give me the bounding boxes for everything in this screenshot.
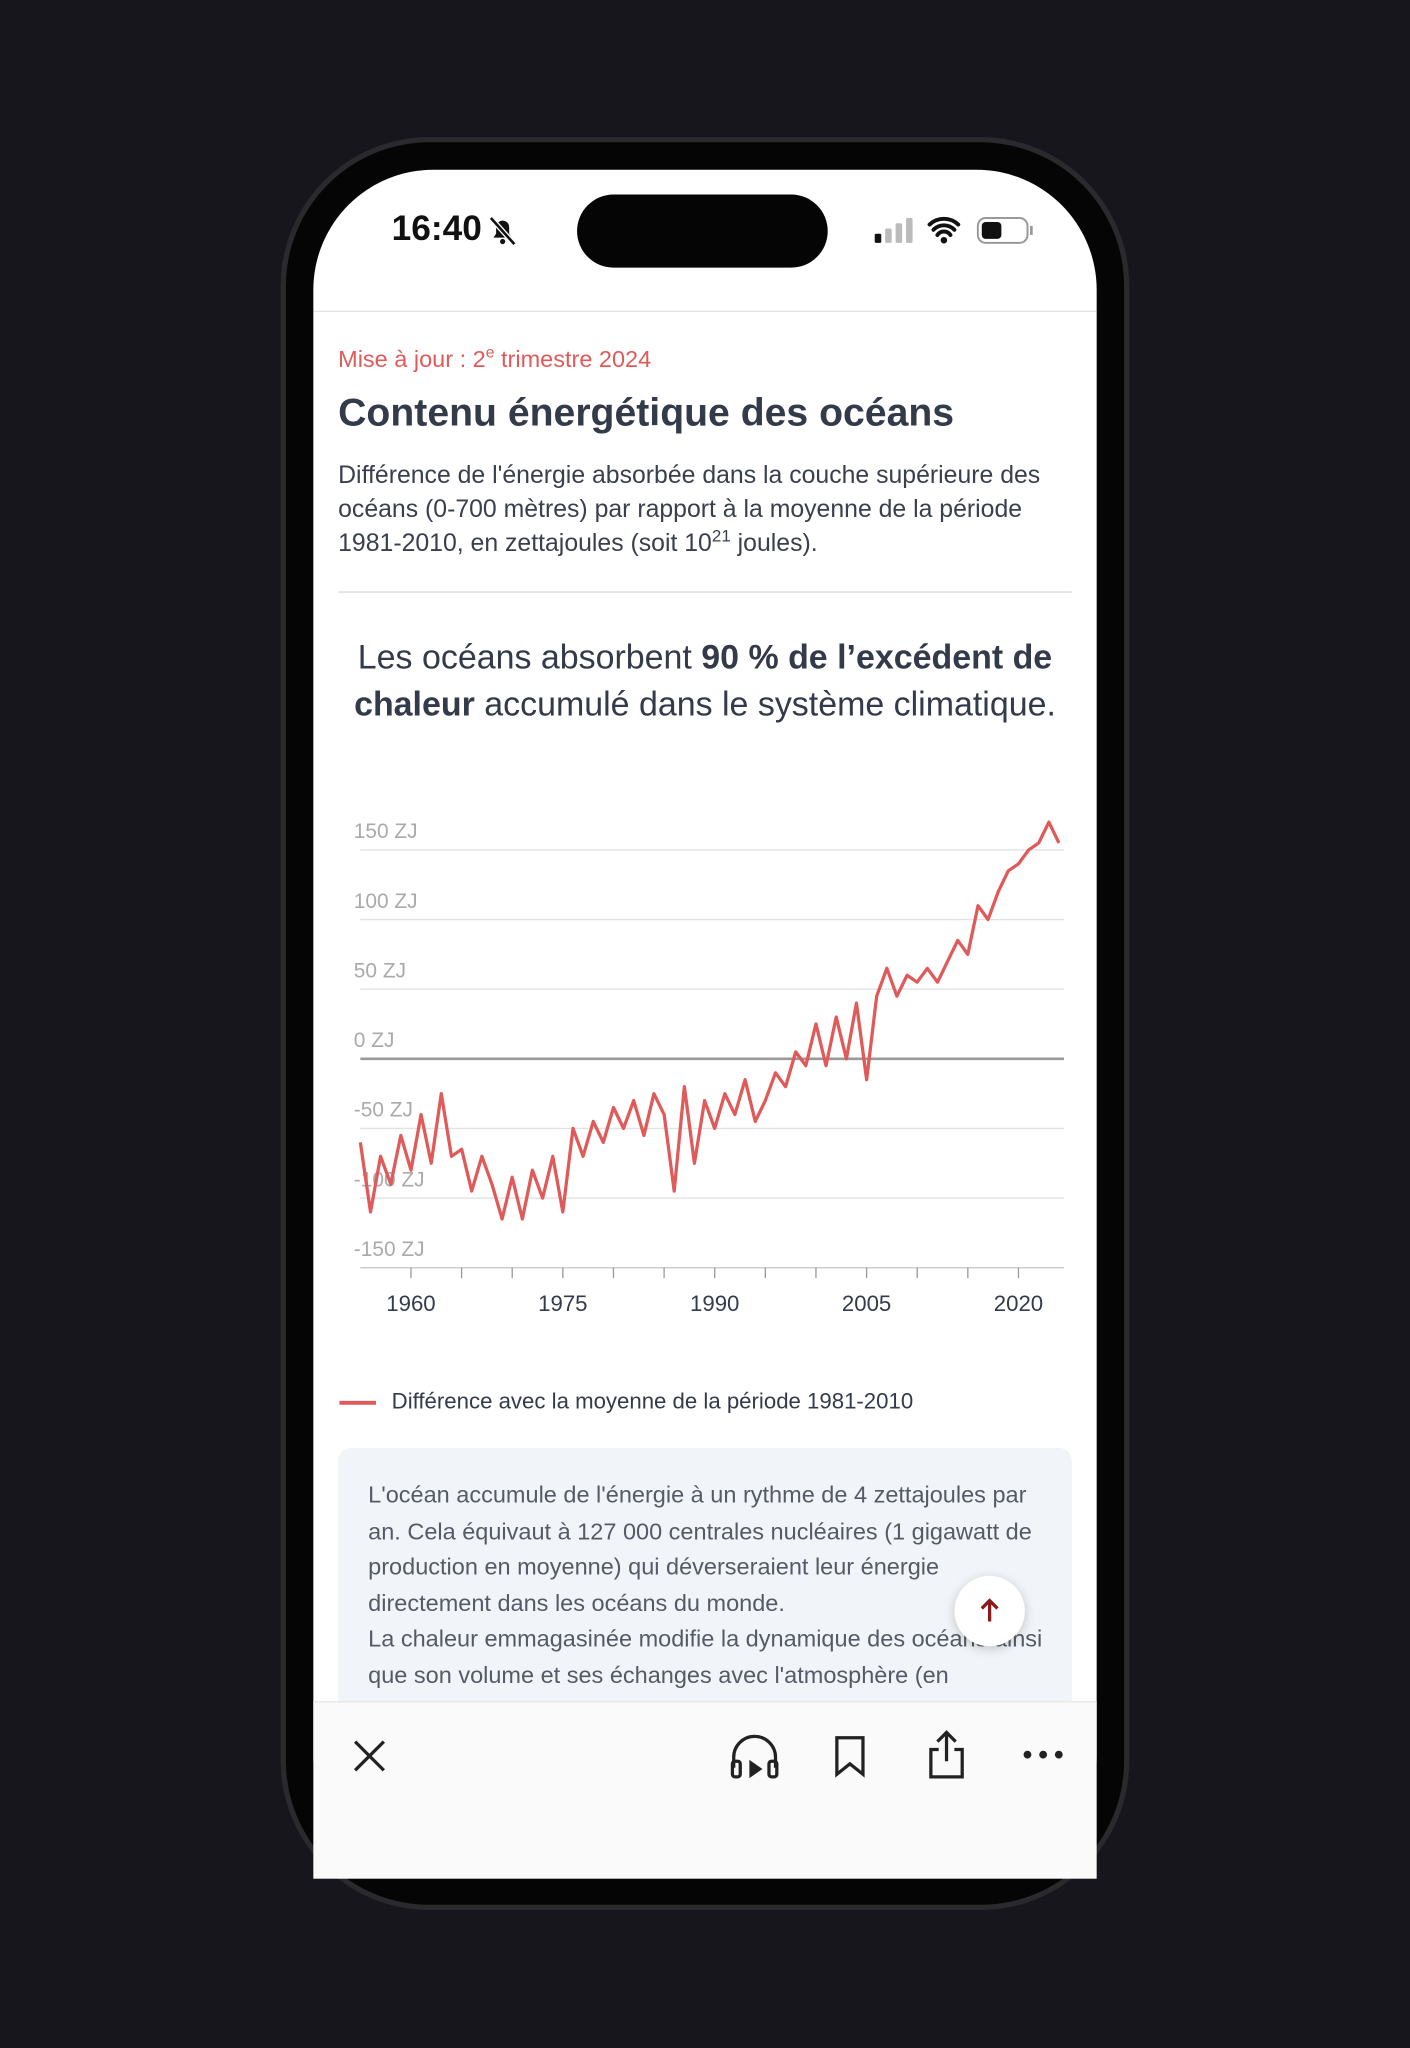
status-time: 16:40 bbox=[391, 208, 482, 249]
superscript: e bbox=[485, 343, 495, 362]
y-tick-label: 100 ZJ bbox=[354, 890, 418, 913]
update-date: Mise à jour : 2e trimestre 2024 bbox=[338, 343, 651, 373]
legend-label: Différence avec la moyenne de la période… bbox=[391, 1389, 914, 1414]
y-tick-label: -150 ZJ bbox=[354, 1238, 425, 1261]
title: Contenu énergétique des océans bbox=[338, 391, 955, 435]
update-text: Mise à jour : 2 bbox=[338, 345, 486, 373]
headline-bold: 90 % de l’excédent de chaleur bbox=[354, 637, 1053, 724]
y-tick-label: 50 ZJ bbox=[354, 959, 406, 982]
superscript: 21 bbox=[711, 525, 731, 546]
legend-swatch bbox=[339, 1400, 377, 1405]
note-paragraph: L'océan accumule de l'énergie à un rythm… bbox=[368, 1481, 1032, 1616]
x-tick-label: 2005 bbox=[842, 1291, 891, 1316]
dynamic-island bbox=[577, 194, 828, 268]
note-text: L'océan accumule de l'énergie à un rythm… bbox=[368, 1478, 1047, 1693]
update-text: trimestre 2024 bbox=[494, 345, 652, 373]
toolbar bbox=[313, 1701, 1097, 1879]
x-tick-label: 1975 bbox=[538, 1291, 587, 1316]
headline-text: Les océans absorbent bbox=[357, 637, 702, 677]
subtitle-text: joules). bbox=[730, 530, 818, 558]
silent-icon bbox=[488, 216, 517, 246]
y-tick-label: -50 ZJ bbox=[354, 1099, 413, 1122]
legend: Différence avec la moyenne de la période… bbox=[339, 1389, 913, 1415]
note-paragraph: La chaleur emmagasinée modifie la dynami… bbox=[368, 1625, 1043, 1688]
data-line bbox=[358, 820, 1061, 1221]
more-button[interactable] bbox=[1022, 1747, 1064, 1763]
card-edge bbox=[313, 310, 1097, 313]
listen-button[interactable] bbox=[729, 1731, 781, 1781]
divider bbox=[338, 591, 1072, 593]
x-tick-label: 1990 bbox=[690, 1291, 739, 1316]
share-button[interactable] bbox=[927, 1729, 966, 1781]
y-tick-label: 0 ZJ bbox=[354, 1029, 395, 1052]
bookmark-button[interactable] bbox=[833, 1734, 867, 1778]
x-tick-label: 2020 bbox=[994, 1291, 1043, 1316]
status-icons bbox=[874, 216, 1033, 244]
arrow-up-icon bbox=[980, 1598, 999, 1622]
subtitle-text: Différence de l'énergie absorbée dans la… bbox=[338, 462, 1041, 558]
subtitle: Différence de l'énergie absorbée dans la… bbox=[338, 460, 1069, 562]
scroll-top-button[interactable] bbox=[954, 1575, 1025, 1647]
y-tick-label: 150 ZJ bbox=[354, 820, 418, 843]
x-tick-label: 1960 bbox=[386, 1291, 435, 1316]
close-button[interactable] bbox=[350, 1736, 389, 1775]
headline-text: accumulé dans le système climatique. bbox=[474, 684, 1056, 724]
headline: Les océans absorbent 90 % de l’excédent … bbox=[338, 633, 1072, 727]
